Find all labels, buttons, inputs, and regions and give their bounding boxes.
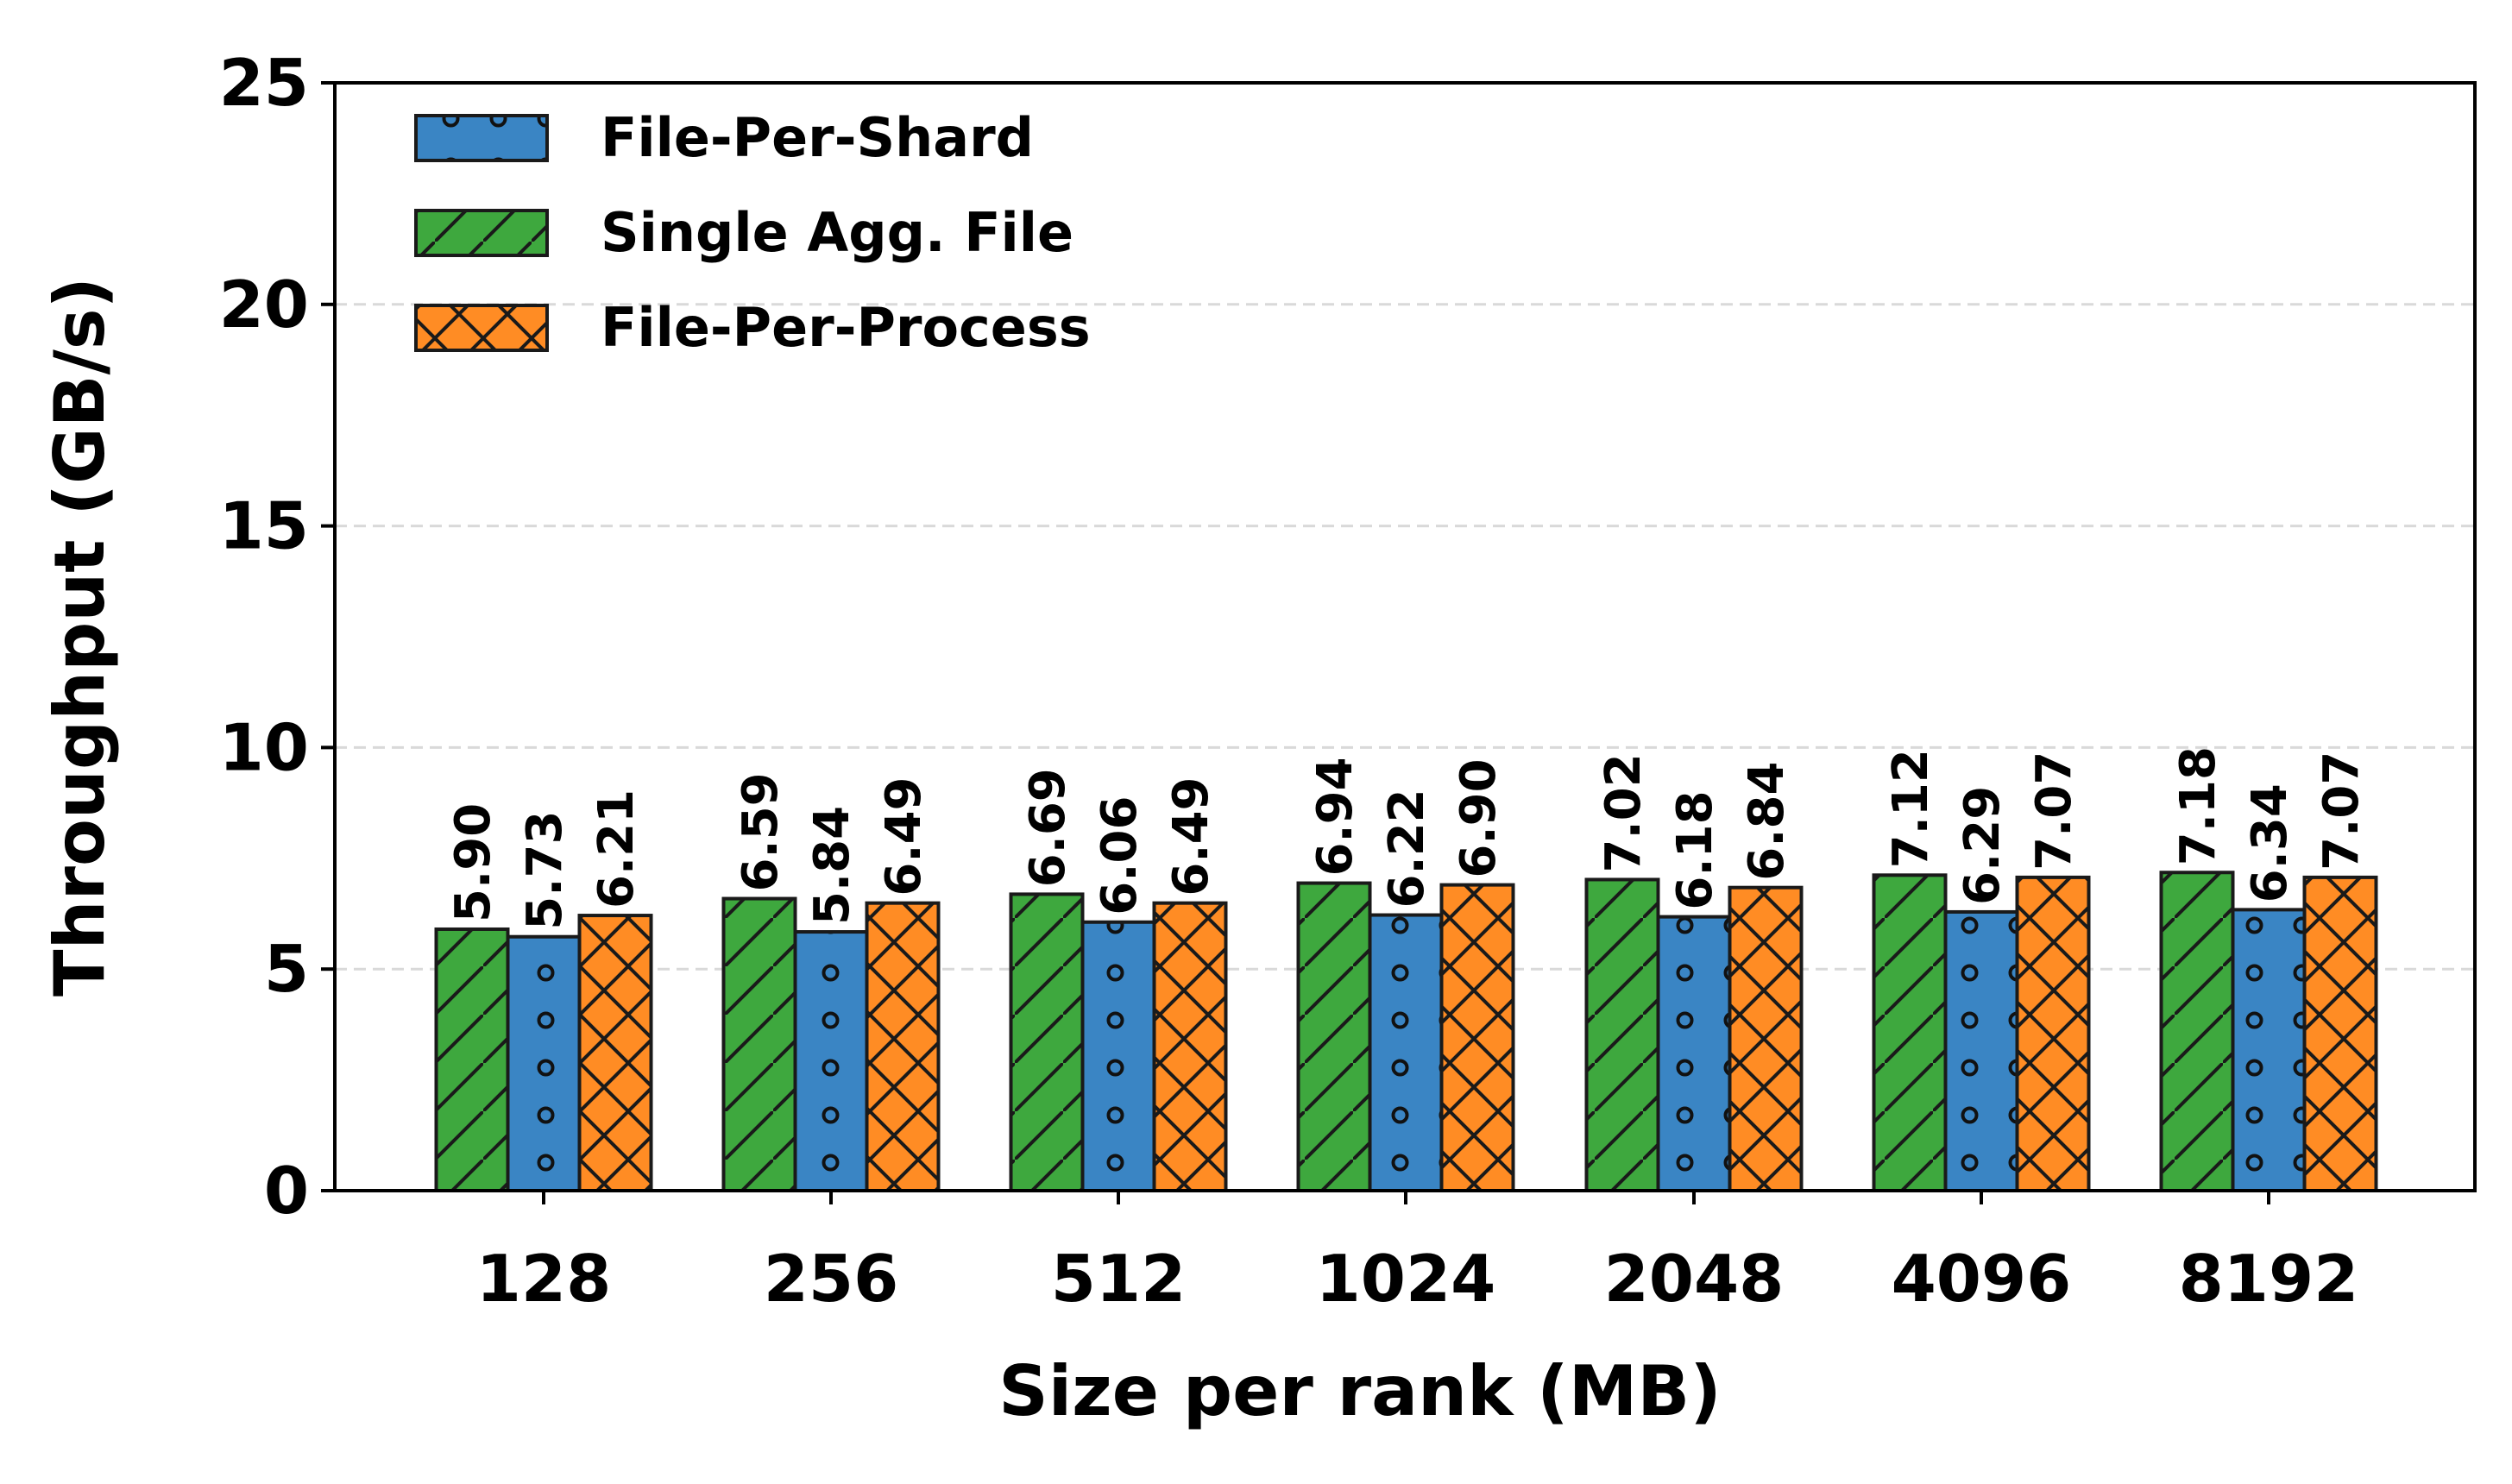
bars	[434, 871, 2378, 1193]
data-label-file-per-process-4096: 7.07	[2026, 751, 2082, 871]
data-labels: 5.90 6.59 6.69 6.94 7.02 7.12 7.18 5.73 5.84 6.06…	[445, 746, 2370, 930]
data-label-file-per-process-8192: 7.07	[2314, 751, 2370, 871]
y-tick-label: 20	[219, 267, 309, 343]
x-tick-label-256: 256	[764, 1241, 899, 1317]
legend-swatch-file-per-process	[414, 304, 549, 352]
data-label-single-agg-file-512: 6.69	[1020, 768, 1076, 887]
data-label-file-per-process-1024: 6.90	[1451, 758, 1507, 877]
legend-label-single-agg-file: Single Agg. File	[601, 201, 1073, 264]
bar-file-per-process-4096	[2015, 875, 2091, 1193]
y-tick-label: 5	[264, 931, 309, 1007]
data-label-file-per-shard-4096: 6.29	[1955, 786, 2011, 905]
bar-file-per-process-512	[1152, 901, 1228, 1192]
bar-file-per-shard-256	[793, 930, 869, 1193]
x-tick-label-2048: 2048	[1604, 1241, 1785, 1317]
x-tick-label-1024: 1024	[1316, 1241, 1496, 1317]
data-label-file-per-process-128: 6.21	[589, 789, 645, 909]
bar-single-agg-file-1024	[1296, 881, 1372, 1192]
y-tick-label: 10	[219, 709, 309, 785]
bar-file-per-shard-512	[1080, 920, 1156, 1193]
data-label-single-agg-file-1024: 6.94	[1307, 757, 1363, 876]
data-label-file-per-shard-256: 5.84	[804, 806, 860, 925]
data-label-file-per-process-512: 6.49	[1163, 777, 1219, 896]
x-axis-ticks: 128 256 512 1024 2048 4096 8192	[476, 1191, 2359, 1317]
legend: File-Per-Shard Single Agg. File File-Per-P…	[414, 106, 1091, 359]
legend-swatch-file-per-shard	[414, 114, 549, 162]
y-tick-label: 15	[219, 488, 309, 564]
data-label-single-agg-file-128: 5.90	[445, 803, 501, 922]
bar-file-per-process-2048	[1728, 885, 1804, 1193]
data-label-file-per-shard-1024: 6.22	[1379, 789, 1435, 908]
data-label-single-agg-file-4096: 7.12	[1883, 749, 1939, 868]
data-label-file-per-shard-128: 5.73	[517, 811, 573, 930]
x-tick-label-4096: 4096	[1892, 1241, 2072, 1317]
data-label-single-agg-file-8192: 7.18	[2170, 746, 2226, 865]
bar-file-per-process-256	[865, 901, 941, 1192]
bar-file-per-process-128	[577, 914, 653, 1193]
legend-label-file-per-shard: File-Per-Shard	[601, 106, 1034, 169]
y-axis-ticks: 0 5 10 15 20 25	[219, 45, 335, 1229]
bar-file-per-shard-4096	[1943, 909, 2019, 1192]
bar-single-agg-file-2048	[1584, 877, 1660, 1193]
data-label-file-per-shard-2048: 6.18	[1667, 790, 1723, 909]
bar-single-agg-file-256	[721, 896, 797, 1192]
x-tick-label-8192: 8192	[2179, 1241, 2359, 1317]
x-axis-label: Size per rank (MB)	[998, 1351, 1722, 1431]
bar-single-agg-file-8192	[2159, 871, 2235, 1193]
x-tick-label-512: 512	[1051, 1241, 1187, 1317]
bar-file-per-shard-8192	[2231, 908, 2307, 1192]
data-label-file-per-process-2048: 6.84	[1739, 762, 1795, 881]
x-tick-label-128: 128	[476, 1241, 612, 1317]
y-tick-label: 25	[219, 45, 309, 121]
bar-file-per-shard-128	[506, 934, 582, 1192]
bar-single-agg-file-512	[1009, 892, 1085, 1192]
bar-single-agg-file-4096	[1872, 873, 1948, 1192]
data-label-file-per-shard-8192: 6.34	[2242, 783, 2298, 902]
y-tick-label: 0	[264, 1153, 309, 1229]
data-label-file-per-shard-512: 6.06	[1092, 796, 1148, 915]
data-label-single-agg-file-2048: 7.02	[1596, 753, 1652, 872]
bar-file-per-process-8192	[2302, 875, 2378, 1193]
data-label-single-agg-file-256: 6.59	[733, 772, 789, 891]
data-label-file-per-process-256: 6.49	[876, 777, 932, 896]
y-axis-label: Throughput (GB/s)	[40, 277, 120, 997]
bar-single-agg-file-128	[434, 927, 510, 1192]
legend-swatch-single-agg-file	[414, 209, 549, 257]
legend-label-file-per-process: File-Per-Process	[601, 296, 1091, 359]
bar-file-per-shard-2048	[1656, 915, 1732, 1192]
bar-file-per-shard-1024	[1368, 913, 1444, 1192]
bar-file-per-process-1024	[1439, 883, 1515, 1192]
